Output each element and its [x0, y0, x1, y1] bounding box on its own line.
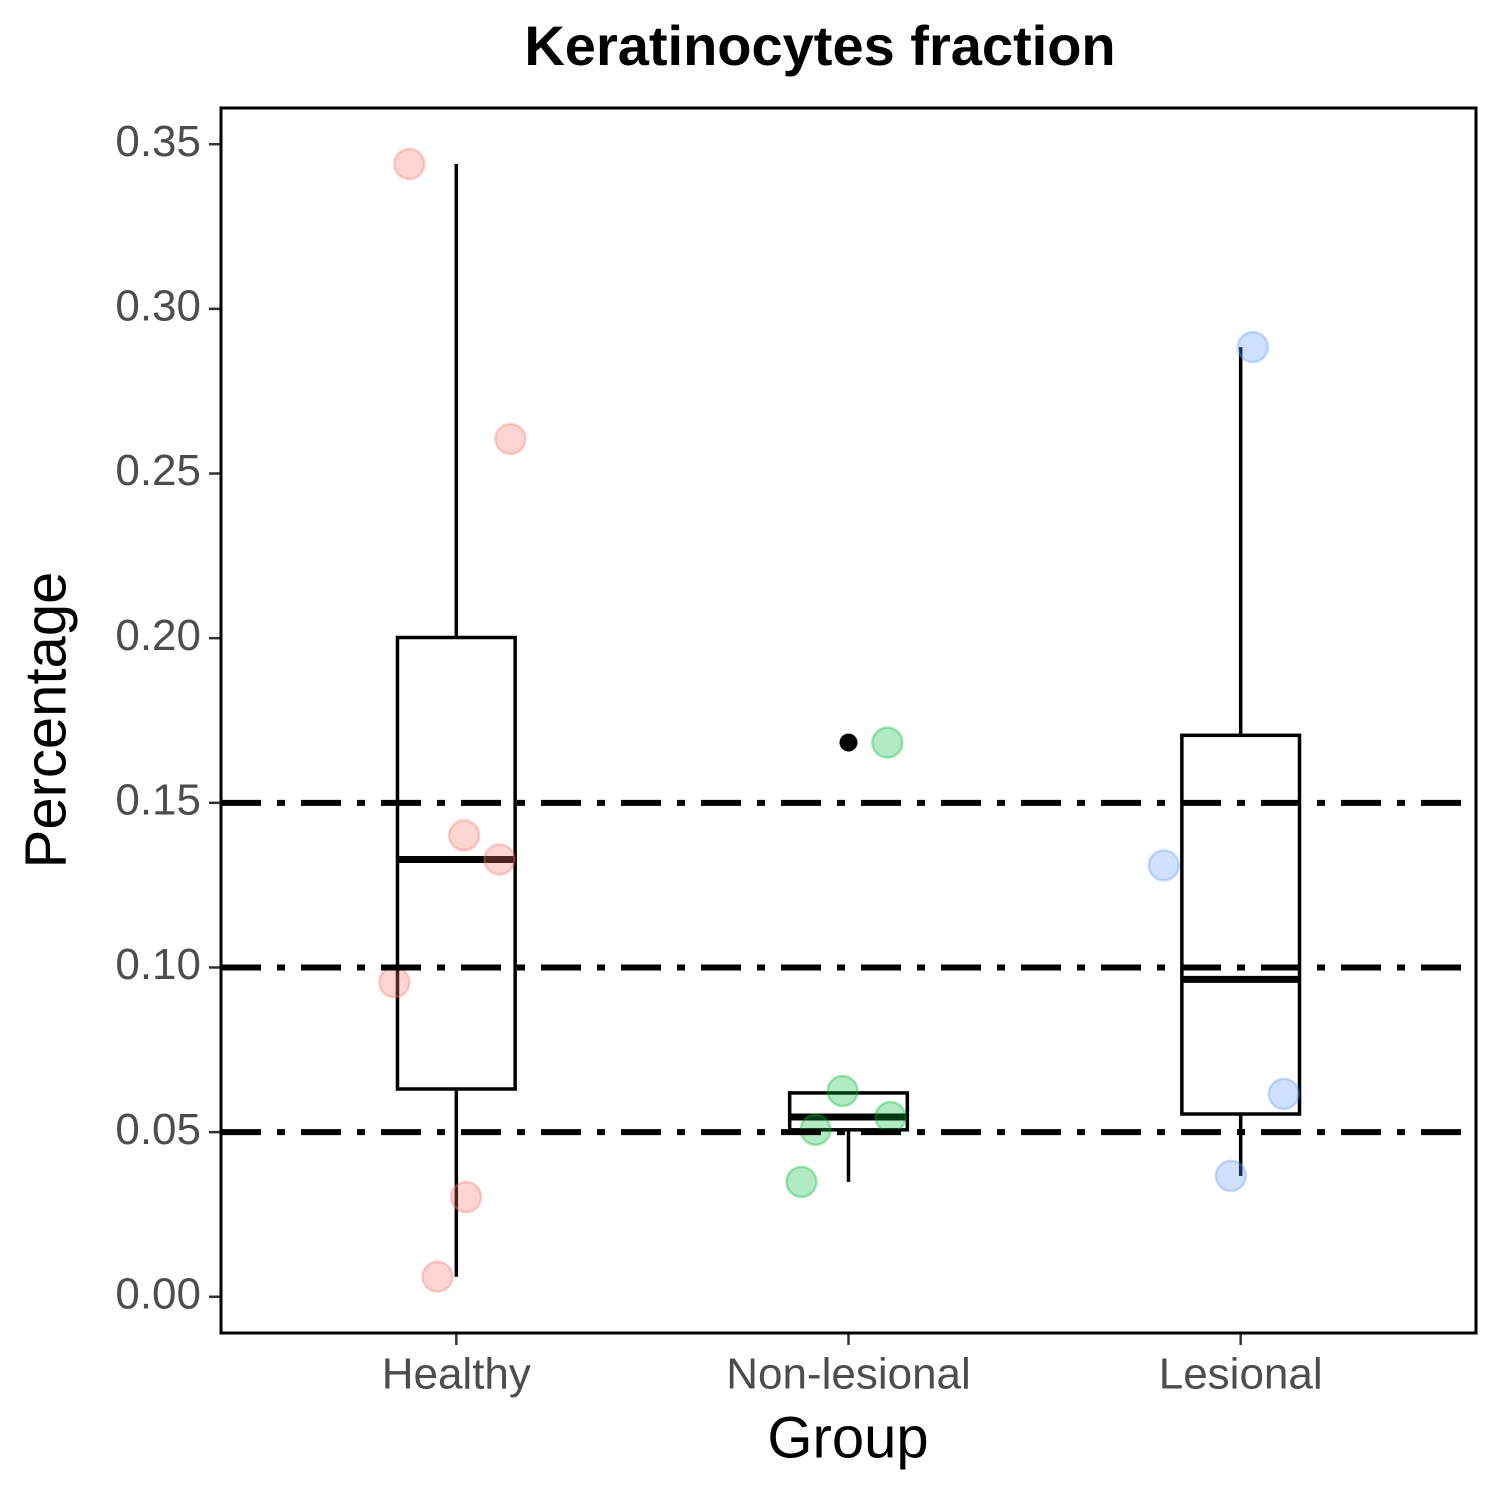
point	[1236, 330, 1270, 364]
point	[421, 1260, 454, 1293]
y-tick-label: 0.00	[115, 1269, 201, 1318]
x-axis-label: Group	[767, 1405, 928, 1470]
y-tick-label: 0.15	[115, 775, 201, 824]
y-axis-label: Percentage	[13, 572, 78, 869]
y-tick-label: 0.20	[115, 611, 201, 660]
box	[1180, 733, 1302, 1116]
x-tick-label: Non-lesional	[726, 1350, 971, 1399]
point	[378, 966, 411, 999]
point	[785, 1165, 818, 1199]
point	[1214, 1159, 1248, 1193]
box	[787, 1091, 910, 1132]
chart-title: Keratinocytes fraction	[524, 14, 1115, 77]
point	[483, 843, 516, 876]
x-tick-label: Lesional	[1159, 1350, 1323, 1399]
x-tick-label: Healthy	[382, 1350, 531, 1399]
point	[871, 726, 904, 759]
point	[494, 422, 527, 456]
point	[447, 819, 481, 852]
y-tick-label: 0.10	[115, 940, 201, 989]
y-tick-label: 0.35	[115, 117, 201, 166]
point	[1147, 849, 1181, 882]
point	[826, 1074, 859, 1108]
point	[874, 1100, 907, 1134]
y-tick-label: 0.25	[115, 446, 201, 495]
box	[395, 635, 517, 1091]
y-tick-label: 0.05	[115, 1105, 201, 1154]
point	[1267, 1077, 1301, 1111]
y-tick-label: 0.30	[115, 281, 201, 330]
point	[393, 147, 426, 181]
panel-border	[219, 106, 1478, 1335]
outlier	[839, 733, 858, 752]
point	[449, 1180, 483, 1214]
